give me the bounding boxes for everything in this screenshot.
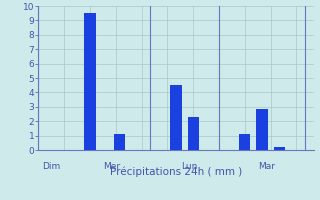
Bar [188,117,199,150]
Bar [239,134,250,150]
Bar [256,109,268,150]
Text: Lun: Lun [181,162,197,171]
Bar [274,147,285,150]
Text: Mer: Mer [103,162,120,171]
Text: Mar: Mar [258,162,275,171]
Text: Dim: Dim [42,162,60,171]
Bar [114,134,125,150]
Bar [171,85,181,150]
Bar [84,13,96,150]
X-axis label: Précipitations 24h ( mm ): Précipitations 24h ( mm ) [110,167,242,177]
